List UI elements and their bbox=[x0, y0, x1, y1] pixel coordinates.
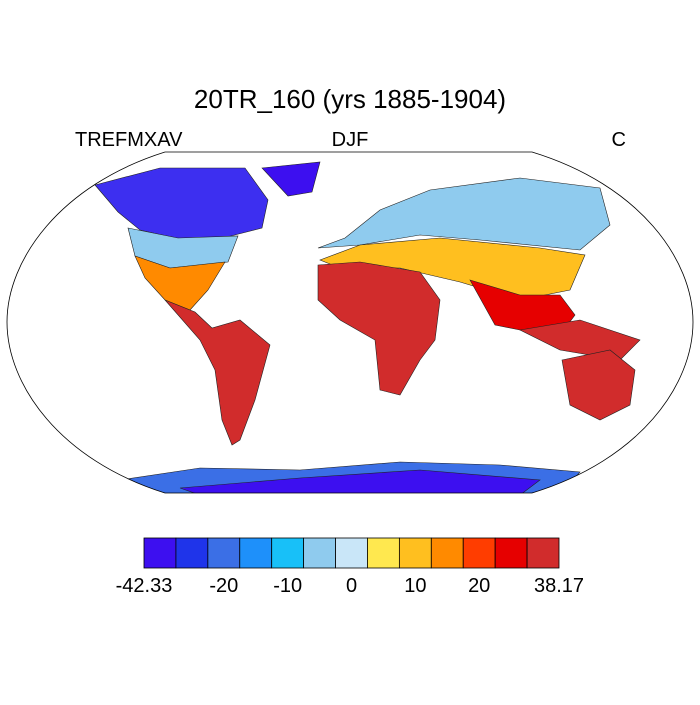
colorbar-box bbox=[143, 537, 177, 569]
colorbar-label: 10 bbox=[404, 575, 426, 597]
colorbar-label: 20 bbox=[468, 575, 490, 597]
colorbar: -42.33 -20 -10 0 10 20 38.17 bbox=[116, 537, 584, 597]
map bbox=[6, 151, 694, 494]
right-label: C bbox=[612, 129, 626, 151]
colorbar-label: -42.33 bbox=[116, 575, 173, 597]
map-outline bbox=[6, 151, 694, 494]
colorbar-label: 38.17 bbox=[534, 575, 584, 597]
colorbar-box bbox=[207, 537, 241, 569]
colorbar-box bbox=[398, 537, 432, 569]
colorbar-box bbox=[175, 537, 209, 569]
colorbar-box bbox=[430, 537, 464, 569]
land bbox=[94, 161, 641, 493]
colorbar-label: -10 bbox=[273, 575, 302, 597]
center-label: DJF bbox=[332, 129, 369, 151]
colorbar-box bbox=[526, 537, 560, 569]
colorbar-box bbox=[303, 537, 336, 569]
colorbar-label: -20 bbox=[209, 575, 238, 597]
colorbar-box bbox=[494, 537, 528, 569]
colorbar-box bbox=[239, 537, 273, 569]
colorbar-label: 0 bbox=[346, 575, 357, 597]
colorbar-box bbox=[335, 537, 368, 569]
colorbar-box bbox=[462, 537, 496, 569]
title: 20TR_160 (yrs 1885-1904) bbox=[194, 84, 506, 114]
colorbar-box bbox=[367, 537, 400, 569]
left-label: TREFMXAV bbox=[75, 129, 183, 151]
colorbar-box bbox=[271, 537, 305, 569]
